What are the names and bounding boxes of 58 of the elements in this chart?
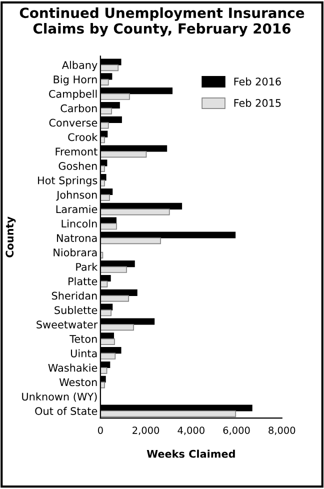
y-tick-label: Teton — [70, 335, 97, 343]
bar — [100, 180, 105, 186]
chart-title: Continued Unemployment Insurance Claims by County, February 2016 — [20, 7, 304, 37]
y-tick-label: Goshen — [58, 162, 97, 170]
y-tick-label: Weston — [59, 378, 97, 386]
x-axis-title: Weeks Claimed — [146, 450, 235, 458]
y-tick-label: Sweetwater — [36, 320, 98, 328]
x-tick-label: 8,000 — [268, 426, 296, 435]
bar — [100, 150, 147, 158]
legend-label: Feb 2016 — [234, 77, 281, 86]
y-tick-label: Crook — [68, 133, 98, 142]
bar — [100, 108, 112, 114]
bar — [100, 338, 115, 345]
y-tick-label: Converse — [49, 118, 98, 127]
y-tick-label: Washakie — [48, 364, 98, 372]
y-tick-label: Unknown (WY) — [22, 392, 97, 402]
y-tick-label: Sheridan — [52, 292, 97, 300]
x-tick-label: 6,000 — [223, 426, 250, 435]
y-tick-label: Fremont — [56, 148, 98, 156]
y-tick-label: Campbell — [49, 90, 97, 100]
y-tick-label: Sublette — [54, 306, 98, 314]
bar — [100, 223, 117, 230]
y-tick-label: Out of State — [35, 406, 98, 415]
y-tick-label: Park — [76, 262, 98, 271]
y-tick-label: Johnson — [56, 190, 97, 201]
bar — [100, 237, 161, 244]
y-tick-label: Platte — [68, 277, 98, 286]
bar — [100, 280, 108, 288]
y-tick-label: Carbon — [60, 104, 97, 112]
y-tick-label: Uinta — [70, 349, 97, 358]
bar — [100, 352, 116, 360]
bar — [100, 208, 170, 216]
bar — [100, 367, 108, 374]
bar — [100, 295, 129, 302]
legend-label: Feb 2015 — [234, 98, 281, 107]
x-tick-label: 4,000 — [178, 426, 204, 435]
bar — [100, 122, 109, 129]
bar — [100, 136, 105, 144]
x-tick-label: 2,000 — [132, 426, 160, 435]
y-tick-label: Lincoln — [62, 220, 97, 228]
bar — [100, 324, 134, 331]
bar — [100, 78, 109, 86]
bar — [100, 93, 130, 100]
bar — [100, 410, 236, 418]
y-tick-label: Albany — [62, 60, 98, 72]
bar — [100, 165, 105, 172]
y-tick-label: Hot Springs — [38, 176, 98, 186]
y-tick-label: Big Horn — [54, 75, 97, 86]
bar — [100, 310, 112, 316]
bar — [100, 194, 110, 201]
y-axis-title: County — [6, 216, 16, 258]
bar — [100, 266, 127, 273]
y-tick-label: Niobrara — [54, 248, 97, 256]
x-tick-label: 0 — [98, 426, 103, 434]
bar — [100, 64, 119, 72]
bar — [100, 382, 105, 388]
y-tick-label: Laramie — [56, 205, 98, 214]
y-tick-label: Natrona — [57, 234, 97, 242]
